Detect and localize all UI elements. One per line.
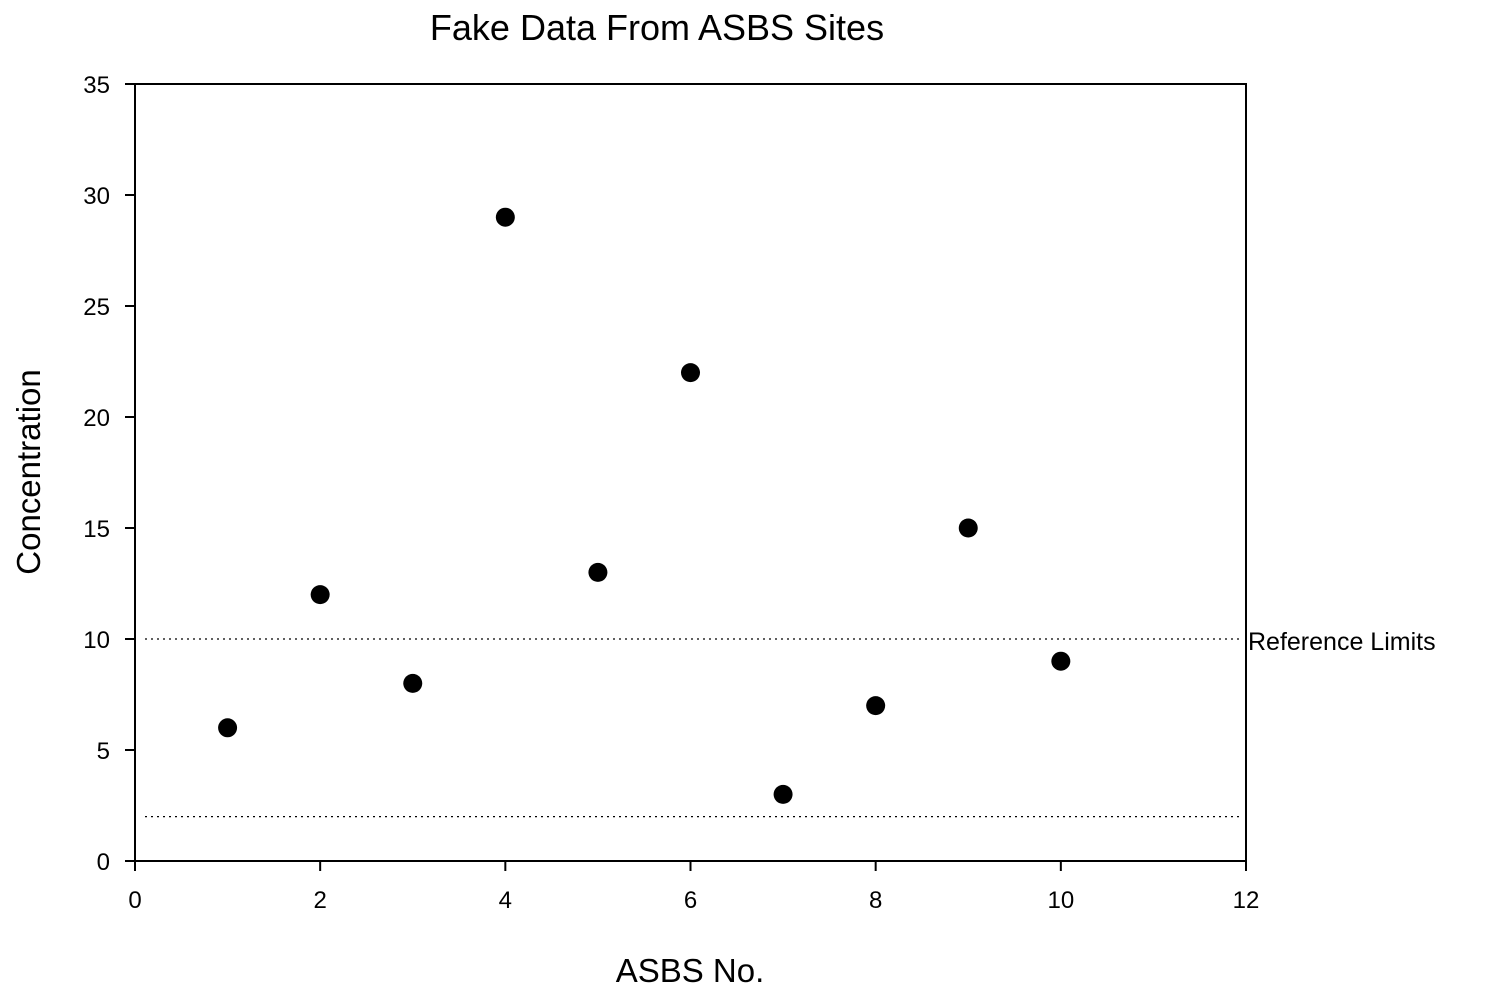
y-tick-label: 25 xyxy=(83,294,110,321)
data-point xyxy=(1051,652,1070,671)
reference-lines xyxy=(145,639,1243,817)
data-point xyxy=(496,208,515,227)
x-tick-label: 2 xyxy=(313,887,326,914)
data-point xyxy=(866,696,885,715)
data-point xyxy=(774,785,793,804)
data-point xyxy=(403,674,422,693)
plot-area-frame xyxy=(135,84,1246,861)
x-tick-label: 8 xyxy=(869,887,882,914)
y-tick-label: 35 xyxy=(83,72,110,99)
x-tick-label: 4 xyxy=(499,887,512,914)
chart-title: Fake Data From ASBS Sites xyxy=(430,7,884,48)
data-points xyxy=(218,208,1070,804)
y-tick-label: 30 xyxy=(83,183,110,210)
data-point xyxy=(959,519,978,538)
y-tick-label: 0 xyxy=(97,849,110,876)
y-tick-label: 5 xyxy=(97,738,110,765)
y-tick-label: 15 xyxy=(83,516,110,543)
x-tick-label: 6 xyxy=(684,887,697,914)
reference-limits-annotation: Reference Limits xyxy=(1248,628,1436,656)
x-tick-label: 12 xyxy=(1233,887,1260,914)
y-tick-label: 10 xyxy=(83,627,110,654)
x-tick-label: 10 xyxy=(1047,887,1074,914)
data-point xyxy=(218,718,237,737)
data-point xyxy=(681,363,700,382)
y-tick-label: 20 xyxy=(83,405,110,432)
x-tick-label: 0 xyxy=(128,887,141,914)
x-axis-label: ASBS No. xyxy=(616,952,765,988)
data-point xyxy=(311,585,330,604)
y-axis-ticks: 0 5 10 15 20 25 30 35 xyxy=(83,72,135,876)
data-point xyxy=(588,563,607,582)
y-axis-label: Concentration xyxy=(10,369,47,574)
x-axis-ticks: 0 2 4 6 8 10 12 xyxy=(128,861,1259,914)
